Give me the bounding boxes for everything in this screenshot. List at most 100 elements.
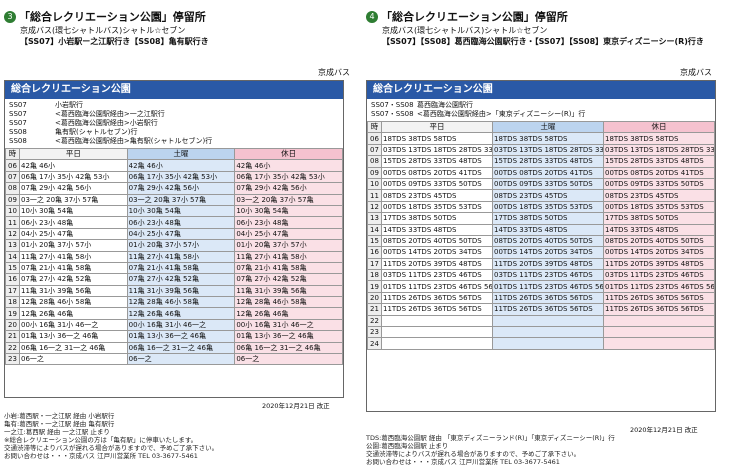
route-destination: 葛西臨海公園駅行	[417, 101, 473, 109]
saturday-times: 11TDS 26TDS 36TDS 56TDS	[492, 291, 604, 305]
table-row: 10 00TDS 09TDS 33TDS 50TDS 00TDS 09TDS 33T…	[367, 177, 715, 191]
table-row: 09 00TDS 08TDS 20TDS 41TDS 00TDS 08TDS 20T…	[367, 166, 715, 179]
footnote-line: お問い合わせは・・・京成バス 江戸川営業所 TEL 03-3677-5461	[366, 458, 560, 466]
table-row: 11 08TDS 23TDS 45TDS 08TDS 23TDS 45TDS 08TD…	[367, 189, 715, 202]
hour-cell: 21	[5, 330, 20, 343]
weekday-times: 10小 30亀 54亀	[19, 204, 128, 218]
timetable-panel-right: 4 「総合レクリエーション公園」停留所 京成バス(環七シャトルバス)シャトル☆セブ…	[362, 0, 722, 476]
saturday-times: 08TDS 23TDS 45TDS	[492, 189, 604, 202]
table-row: 12 04小 25小 47亀 04小 25小 47亀 04小 25小 47亀	[5, 227, 343, 241]
saturday-times: 11亀 31小 39亀 56亀	[126, 284, 236, 298]
holiday-times: 14TDS 33TDS 48TDS	[603, 223, 715, 236]
timetable: 時 平日 土曜 休日 06 42亀 46小 42亀 46小 42亀 46小 07 06亀 …	[5, 147, 343, 366]
hour-header: 時	[5, 147, 20, 161]
saturday-times: 06亀 16一之 31一之 46亀	[126, 341, 236, 355]
holiday-times	[603, 314, 715, 328]
saturday-times: 00TDS 18TDS 35TDS 53TDS	[492, 200, 604, 214]
saturday-times: 12亀 26亀 46亀	[126, 307, 236, 320]
hour-header: 時	[367, 120, 382, 134]
table-row: 08 07亀 29小 42亀 56小 07亀 29小 42亀 56小 07亀 29小 …	[5, 182, 343, 195]
holiday-times: 42亀 46小	[234, 159, 343, 172]
saturday-times: 03TDS 11TDS 23TDS 46TDS	[492, 269, 604, 282]
table-row: 20 00小 16亀 31小 46一之 00小 16亀 31小 46一之 00小 16…	[5, 318, 343, 332]
holiday-times: 11亀 27小 41亀 58小	[234, 250, 343, 263]
weekday-times: 01TDS 11TDS 23TDS 46TDS 56TDS	[381, 280, 493, 293]
table-row: 16 00TDS 14TDS 20TDS 34TDS 00TDS 14TDS 20T…	[367, 246, 715, 259]
hour-cell: 20	[5, 318, 20, 332]
weekday-header: 平日	[381, 120, 493, 134]
weekday-times: 00TDS 08TDS 20TDS 41TDS	[381, 166, 493, 179]
table-row: 12 00TDS 18TDS 35TDS 53TDS 00TDS 18TDS 35T…	[367, 200, 715, 214]
weekday-times: 03TDS 13TDS 18TDS 28TDS 33TDS 48TDS 58TD…	[381, 143, 493, 157]
saturday-times: 07亀 29小 42亀 56小	[126, 182, 236, 195]
table-row: 14 14TDS 33TDS 48TDS 14TDS 33TDS 48TDS 14TD…	[367, 223, 715, 236]
saturday-times: 04小 25小 47亀	[126, 227, 236, 241]
holiday-times: 06一之	[234, 353, 343, 366]
saturday-times: 15TDS 28TDS 33TDS 48TDS	[492, 155, 604, 168]
saturday-times	[492, 337, 604, 350]
weekday-times	[381, 314, 493, 328]
hour-cell: 12	[5, 227, 20, 241]
weekday-times: 01亀 13小 36一之 46亀	[19, 330, 128, 343]
hour-cell: 11	[5, 216, 20, 229]
saturday-times: 17TDS 38TDS 50TDS	[492, 212, 604, 225]
table-row: 20 11TDS 26TDS 36TDS 56TDS 11TDS 26TDS 36T…	[367, 291, 715, 305]
route-destination: <葛西臨海公園駅経由>「東京ディズニーシー(R)」行	[417, 110, 586, 118]
hour-cell: 20	[367, 291, 382, 305]
weekday-times: 00TDS 18TDS 35TDS 53TDS	[381, 200, 493, 214]
hour-cell: 10	[5, 204, 20, 218]
weekday-times: 00TDS 09TDS 33TDS 50TDS	[381, 177, 493, 191]
saturday-times: 12亀 28亀 46小 58亀	[126, 296, 236, 309]
holiday-times: 00TDS 18TDS 35TDS 53TDS	[603, 200, 715, 214]
route-destination: 亀有駅(シャトルセブン)行	[55, 128, 138, 136]
table-row: 21 11TDS 26TDS 36TDS 56TDS 11TDS 26TDS 36T…	[367, 303, 715, 316]
hour-cell: 14	[367, 223, 382, 236]
hour-cell: 06	[367, 132, 382, 145]
holiday-times: 07亀 27小 42亀 52亀	[234, 273, 343, 286]
holiday-times: 00TDS 08TDS 20TDS 41TDS	[603, 166, 715, 179]
timetable-title: 総合レクリエーション公園	[5, 81, 343, 99]
saturday-times: 11TDS 20TDS 39TDS 48TDS	[492, 257, 604, 271]
table-row: 24	[367, 337, 715, 350]
table-row: 22 06亀 16一之 31一之 46亀 06亀 16一之 31一之 46亀 06亀 …	[5, 341, 343, 355]
holiday-times: 15TDS 28TDS 33TDS 48TDS	[603, 155, 715, 168]
hour-cell: 18	[367, 269, 382, 282]
operator-label: 京成バス	[318, 68, 350, 77]
timetable-box: 総合レクリエーション公園 SS07・SS08 葛西臨海公園駅行 SS07・SS08 <…	[366, 80, 716, 412]
weekday-times: 14TDS 33TDS 48TDS	[381, 223, 493, 236]
legend-item: SS07 小岩駅行	[9, 101, 339, 110]
weekday-times: 11TDS 26TDS 36TDS 56TDS	[381, 303, 493, 316]
table-row: 06 18TDS 38TDS 58TDS 18TDS 38TDS 58TDS 18TD…	[367, 132, 715, 145]
legend-item: SS08 <葛西臨海公園駅経由>亀有駅(シャトルセブン)行	[9, 137, 339, 146]
footnotes: TDS:葛西臨海公園駅 経由 「東京ディズニーランド(R)」「東京ディズニーシー…	[366, 434, 716, 466]
saturday-times: 01亀 13小 36一之 46亀	[126, 330, 236, 343]
holiday-times	[603, 326, 715, 339]
saturday-times: 07亀 21小 41亀 58亀	[126, 261, 236, 275]
table-row: 23	[367, 326, 715, 339]
saturday-times	[492, 314, 604, 328]
holiday-times: 03一之 20亀 37小 57亀	[234, 193, 343, 206]
table-row: 06 42亀 46小 42亀 46小 42亀 46小	[5, 159, 343, 172]
saturday-times: 00TDS 09TDS 33TDS 50TDS	[492, 177, 604, 191]
holiday-times: 10小 30亀 54亀	[234, 204, 343, 218]
holiday-header: 休日	[603, 120, 715, 134]
table-row: 17 11亀 31小 39亀 56亀 11亀 31小 39亀 56亀 11亀 31小 …	[5, 284, 343, 298]
stop-number-badge: 3	[4, 10, 16, 23]
weekday-times: 11亀 27小 41亀 58小	[19, 250, 128, 263]
holiday-times: 11TDS 26TDS 36TDS 56TDS	[603, 291, 715, 305]
hour-cell: 09	[367, 166, 382, 179]
table-row: 14 11亀 27小 41亀 58小 11亀 27小 41亀 58小 11亀 27小 …	[5, 250, 343, 263]
holiday-times: 01亀 13小 36一之 46亀	[234, 330, 343, 343]
hour-cell: 17	[367, 257, 382, 271]
hour-cell: 12	[367, 200, 382, 214]
saturday-times: 10小 30亀 54亀	[126, 204, 236, 218]
holiday-times: 01TDS 11TDS 23TDS 46TDS 56TDS	[603, 280, 715, 293]
hour-cell: 22	[367, 314, 382, 328]
hour-cell: 16	[367, 246, 382, 259]
legend-item: SS07・SS08 <葛西臨海公園駅経由>「東京ディズニーシー(R)」行	[371, 110, 711, 119]
weekday-times: 04小 25小 47亀	[19, 227, 128, 241]
weekday-times: 42亀 46小	[19, 159, 128, 172]
table-row: 13 17TDS 38TDS 50TDS 17TDS 38TDS 50TDS 17TD…	[367, 212, 715, 225]
route-code: SS08	[9, 137, 27, 145]
